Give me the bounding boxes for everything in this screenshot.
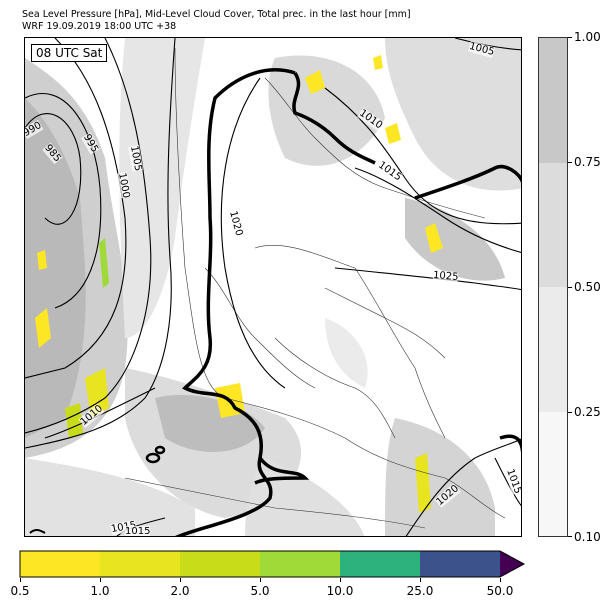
- cloud-tick: [568, 162, 572, 163]
- precip-seg-3: [180, 551, 260, 577]
- chart-subtitle: WRF 19.09.2019 18:00 UTC +38: [22, 21, 177, 32]
- precip-tick-label: 0.5: [10, 584, 30, 598]
- cloud-seg-3: [539, 287, 567, 412]
- precipitation-layer: [35, 55, 443, 513]
- weather-map: 990 985 995 1000 1005 1005 1010 1015 102…: [24, 37, 522, 537]
- precip-tick-label: 5.0: [250, 584, 270, 598]
- precip-tick: [20, 578, 21, 582]
- valid-time-label: 08 UTC Sat: [31, 44, 108, 62]
- precip-tick-label: 1.0: [90, 584, 110, 598]
- precip-tick-label: 2.0: [170, 584, 190, 598]
- precip-tick-label: 25.0: [406, 584, 434, 598]
- precip-seg-2: [100, 551, 180, 577]
- precip-tick: [500, 578, 501, 582]
- precip-colorbar-svg: [19, 550, 526, 578]
- cloud-seg-4: [539, 411, 567, 536]
- precip-tick: [100, 578, 101, 582]
- cloud-tick-label: 0.50: [574, 280, 601, 294]
- cloud-tick: [568, 412, 572, 413]
- precip-tick-label: 10.0: [326, 584, 354, 598]
- coastlines: [124, 47, 506, 529]
- precip-extend-arrow: [500, 551, 524, 577]
- cloud-tick-label: 1.00: [574, 30, 601, 44]
- cloud-tick: [568, 536, 572, 537]
- chart-title: Sea Level Pressure [hPa], Mid-Level Clou…: [22, 9, 411, 20]
- cloud-tick-label: 0.25: [574, 405, 601, 419]
- cloud-cover-colorbar: [538, 37, 568, 537]
- cloud-cover-layer: [25, 38, 521, 536]
- cloud-tick: [568, 37, 572, 38]
- precip-seg-5: [340, 551, 420, 577]
- precip-tick: [420, 578, 421, 582]
- isobar-label-1025: 1025: [432, 269, 459, 284]
- precipitation-colorbar: [19, 550, 526, 578]
- cloud-tick-label: 0.10: [574, 530, 601, 544]
- precip-seg-4: [260, 551, 340, 577]
- precip-seg-6: [420, 551, 500, 577]
- map-canvas: [25, 38, 521, 536]
- precip-tick: [340, 578, 341, 582]
- cloud-tick-label: 0.75: [574, 155, 601, 169]
- cloud-seg-2: [539, 162, 567, 287]
- cloud-tick: [568, 287, 572, 288]
- isobar-label-1015d: 1015: [125, 526, 151, 537]
- cloud-seg-1: [539, 38, 567, 163]
- precip-tick-label: 50.0: [486, 584, 514, 598]
- precip-tick: [180, 578, 181, 582]
- precip-seg-1: [20, 551, 100, 577]
- thick-contours: [29, 68, 521, 536]
- precip-tick: [260, 578, 261, 582]
